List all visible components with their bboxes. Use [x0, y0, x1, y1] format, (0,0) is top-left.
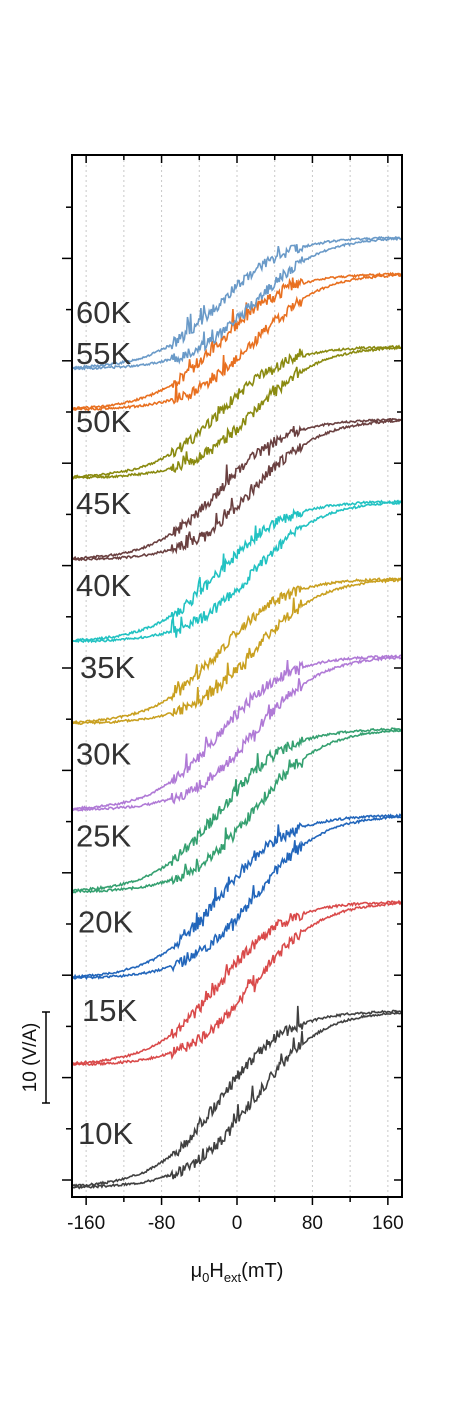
curve-15K-down — [71, 899, 402, 1066]
temperature-label: 10K — [78, 1116, 133, 1151]
x-axis-title-base: μ — [191, 1260, 203, 1282]
temperature-labels: 10K 15K 20K 25K 30K 35K 40K 45K 50K 55K 60K — [76, 295, 137, 1151]
curve-60K-down — [71, 235, 403, 370]
curve-35K-up — [71, 578, 403, 726]
temperature-label: 25K — [76, 818, 131, 853]
curve-20K-down — [71, 813, 403, 980]
curve-50K-down — [71, 344, 403, 479]
axes: -160 -80 0 80 160 — [62, 155, 404, 1234]
scale-bar-label: 10 (V/A) — [20, 1023, 41, 1093]
temperature-label: 45K — [76, 486, 131, 521]
curve-45K-up — [71, 418, 403, 562]
curve-10K-up — [71, 1011, 403, 1190]
temperature-label: 20K — [78, 905, 133, 940]
temperature-label: 40K — [76, 568, 131, 603]
curve-30K-up — [71, 656, 403, 812]
curve-45K-down — [71, 417, 403, 561]
x-tick-label: -160 — [67, 1213, 105, 1234]
temperature-label: 55K — [76, 336, 131, 371]
curve-50K-up — [71, 345, 403, 481]
curve-40K-down — [71, 499, 403, 643]
curves — [71, 235, 403, 1190]
temperature-label: 50K — [76, 404, 131, 439]
temperature-label: 35K — [80, 650, 135, 685]
curve-35K-down — [71, 577, 403, 724]
x-tick-label: 160 — [372, 1213, 404, 1234]
curve-20K-up — [71, 814, 403, 981]
curve-30K-down — [71, 654, 403, 811]
x-axis-title: μ0Hext(mT) — [191, 1260, 284, 1285]
temperature-label: 15K — [82, 993, 137, 1028]
x-tick-label: 80 — [302, 1213, 323, 1234]
curve-10K-down — [71, 1005, 403, 1188]
curve-25K-up — [71, 728, 403, 894]
curve-40K-up — [71, 500, 403, 644]
curve-60K-up — [71, 236, 403, 371]
scale-bar: 10 (V/A) — [20, 1011, 50, 1104]
x-tick-label: -80 — [148, 1213, 175, 1234]
x-tick-label: 0 — [232, 1213, 243, 1234]
curve-15K-up — [71, 901, 403, 1067]
x-axis-title-mid: H — [209, 1260, 223, 1282]
x-axis-title-sub2: ext — [224, 1270, 242, 1285]
temperature-label: 60K — [76, 295, 131, 330]
temperature-label: 30K — [76, 736, 131, 771]
curve-55K-down — [71, 271, 403, 411]
x-axis-title-sub1: 0 — [202, 1270, 209, 1285]
curve-55K-up — [71, 273, 403, 412]
x-axis-title-tail: (mT) — [241, 1260, 283, 1282]
curve-25K-down — [71, 727, 403, 893]
